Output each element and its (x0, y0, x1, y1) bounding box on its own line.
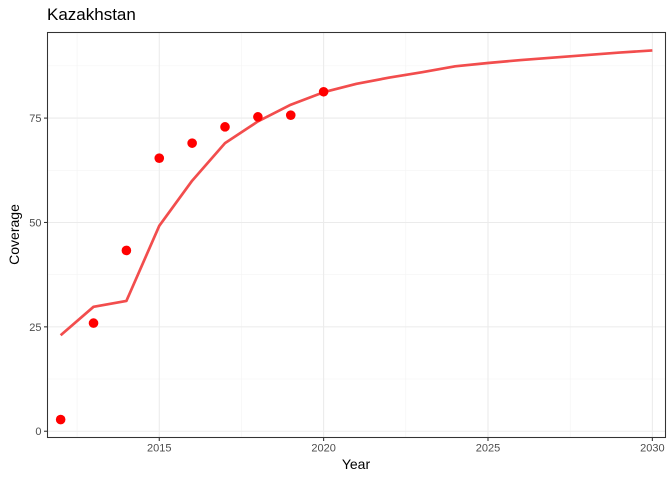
chart-title: Kazakhstan (47, 5, 136, 24)
data-point (55, 414, 66, 425)
data-point (154, 153, 165, 163)
panel-border (46, 31, 667, 439)
x-tick-label: 2015 (147, 443, 171, 455)
y-tick-label: 0 (35, 426, 41, 438)
x-tick-label: 2025 (476, 443, 500, 455)
y-tick-label: 50 (29, 217, 41, 229)
x-tick-label: 2020 (311, 443, 335, 455)
y-axis: 0 25 50 75 (29, 113, 48, 438)
data-point (253, 112, 263, 122)
point-layer (55, 86, 329, 425)
data-point (121, 245, 132, 256)
y-axis-title: Coverage (6, 204, 22, 265)
x-axis-title: Year (342, 456, 371, 472)
line-layer (59, 49, 653, 337)
data-point (220, 122, 230, 132)
coverage-line (59, 49, 653, 337)
x-axis: 2015 2020 2025 2030 (147, 437, 665, 455)
data-point (187, 138, 197, 148)
y-tick-label: 75 (29, 113, 41, 125)
major-gridlines (47, 32, 666, 438)
y-tick-label: 25 (29, 322, 41, 334)
minor-gridlines (47, 32, 666, 438)
data-point (88, 318, 99, 328)
data-point (318, 86, 329, 97)
data-point (285, 110, 296, 120)
x-tick-label: 2030 (640, 443, 664, 455)
